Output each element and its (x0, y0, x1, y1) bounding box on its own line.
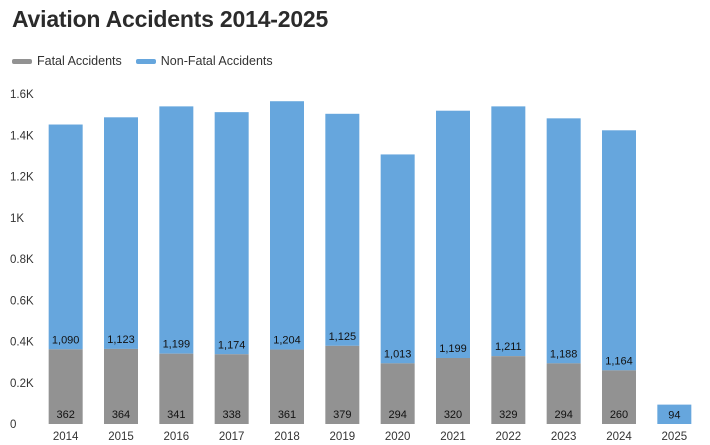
legend-swatch-fatal (12, 58, 32, 64)
data-label-nonfatal: 1,199 (163, 339, 191, 351)
y-tick-label: 0 (10, 419, 16, 431)
y-tick-label: 1.6K (10, 89, 34, 101)
x-tick-label: 2021 (440, 431, 466, 443)
bar-fatal-2018 (270, 349, 304, 424)
y-tick-label: 1K (10, 213, 24, 225)
y-tick-label: 0.8K (10, 254, 34, 266)
bar-nonfatal-2024 (602, 130, 636, 371)
data-label-nonfatal: 1,204 (273, 335, 301, 347)
data-label-fatal: 294 (388, 409, 406, 421)
y-tick-label: 0.4K (10, 337, 34, 349)
bar-fatal-2019 (325, 345, 360, 424)
data-label-fatal: 294 (554, 409, 572, 421)
bar-fatal-2016 (159, 353, 194, 424)
x-tick-label: 2017 (219, 431, 245, 443)
legend-label-nonfatal: Non-Fatal Accidents (160, 54, 273, 68)
chart-title: Aviation Accidents 2014-2025 (12, 6, 329, 32)
data-label-nonfatal: 1,123 (107, 334, 135, 346)
bar-fatal-2014 (48, 349, 83, 424)
y-tick-label: 1.2K (10, 172, 34, 184)
x-tick-label: 2024 (606, 431, 632, 443)
x-tick-label: 2016 (164, 431, 190, 443)
bar-fatal-2020 (380, 363, 415, 424)
data-label-fatal: 379 (333, 409, 351, 421)
legend-swatch-nonfatal (135, 58, 156, 64)
x-tick-label: 2020 (385, 431, 411, 443)
legend-item-fatal[interactable]: Fatal Accidents (12, 54, 122, 68)
data-label-nonfatal: 1,188 (550, 348, 578, 360)
bar-nonfatal-2023 (546, 118, 581, 364)
y-tick-label: 1.4K (10, 130, 34, 142)
data-label-nonfatal: 1,125 (329, 331, 357, 343)
bar-nonfatal-2014 (48, 124, 83, 350)
bar-nonfatal-2017 (214, 112, 249, 355)
bar-fatal-2024 (602, 370, 636, 424)
data-label-fatal: 361 (278, 409, 296, 421)
data-label-fatal: 338 (222, 409, 240, 421)
x-tick-label: 2015 (108, 431, 134, 443)
data-label-fatal: 362 (56, 409, 74, 421)
data-label-fatal: 329 (499, 409, 517, 421)
data-label-fatal: 260 (610, 409, 628, 421)
x-tick-label: 2019 (330, 431, 356, 443)
data-label-fatal: 364 (112, 409, 130, 421)
data-label-fatal: 341 (167, 409, 185, 421)
bar-fatal-2022 (491, 356, 526, 424)
x-tick-label: 2014 (53, 431, 79, 443)
bar-fatal-2021 (436, 358, 470, 424)
legend: Fatal Accidents Non-Fatal Accidents (12, 54, 287, 68)
x-tick-label: 2018 (274, 431, 300, 443)
bar-nonfatal-2025 (657, 404, 692, 424)
bar-nonfatal-2018 (270, 101, 304, 350)
data-label-nonfatal: 1,090 (52, 334, 80, 346)
bar-nonfatal-2022 (491, 106, 526, 357)
y-tick-label: 0.2K (10, 378, 34, 390)
data-label-nonfatal: 1,199 (439, 343, 467, 355)
bar-nonfatal-2015 (104, 117, 138, 349)
data-label-fatal: 320 (444, 409, 462, 421)
bar-fatal-2015 (104, 348, 138, 424)
bar-nonfatal-2019 (325, 113, 360, 346)
bar-nonfatal-2020 (380, 154, 415, 364)
data-label-nonfatal: 1,013 (384, 348, 412, 360)
x-tick-label: 2025 (662, 431, 688, 443)
bar-nonfatal-2021 (436, 110, 470, 358)
bar-fatal-2017 (214, 354, 249, 424)
legend-item-nonfatal[interactable]: Non-Fatal Accidents (135, 54, 273, 68)
x-tick-label: 2022 (496, 431, 522, 443)
bar-fatal-2023 (546, 363, 581, 424)
bar-nonfatal-2016 (159, 106, 194, 354)
y-tick-label: 0.6K (10, 295, 34, 307)
legend-label-fatal: Fatal Accidents (37, 54, 122, 68)
data-label-nonfatal: 1,164 (605, 355, 633, 367)
data-label-nonfatal: 1,211 (495, 341, 522, 353)
x-tick-label: 2023 (551, 431, 577, 443)
data-label-nonfatal: 94 (668, 409, 680, 421)
data-label-nonfatal: 1,174 (218, 339, 246, 351)
